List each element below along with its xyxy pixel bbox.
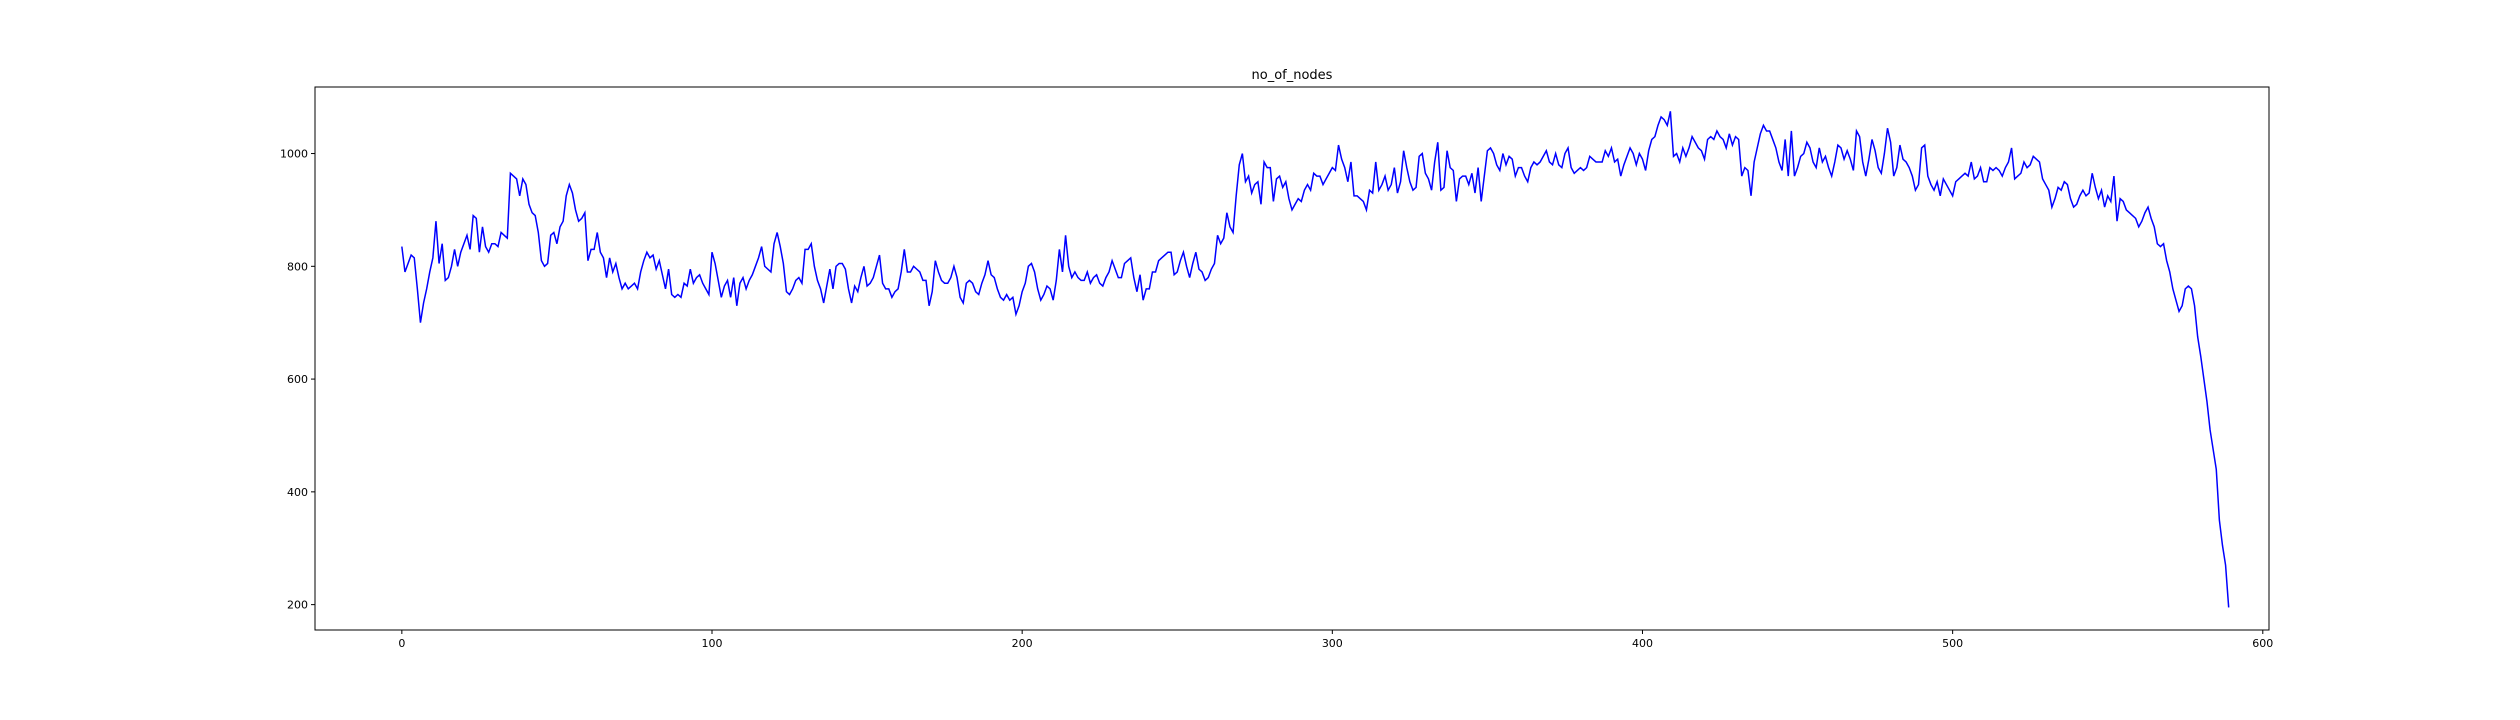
series-line (401, 111, 2230, 608)
y-axis: 200 400 600 800 1000 (280, 148, 315, 612)
y-tick-label: 600 (287, 373, 308, 386)
chart-title: no_of_nodes (1252, 68, 1333, 83)
y-tick-label: 200 (287, 599, 308, 612)
axes-frame (314, 86, 2270, 631)
plot-area: 0 100 200 300 400 500 600 200 400 600 800 1000 (280, 86, 2273, 650)
x-axis: 0 100 200 300 400 500 600 (398, 630, 2273, 650)
y-tick-label: 800 (287, 260, 308, 273)
x-tick-label: 400 (1632, 637, 1653, 650)
x-tick-label: 200 (1012, 637, 1033, 650)
x-tick-label: 0 (398, 637, 405, 650)
x-tick-label: 500 (1942, 637, 1963, 650)
x-tick-label: 100 (702, 637, 723, 650)
y-tick-label: 400 (287, 486, 308, 499)
y-tick-label: 1000 (280, 148, 308, 161)
x-tick-label: 600 (2252, 637, 2273, 650)
x-tick-label: 300 (1322, 637, 1343, 650)
